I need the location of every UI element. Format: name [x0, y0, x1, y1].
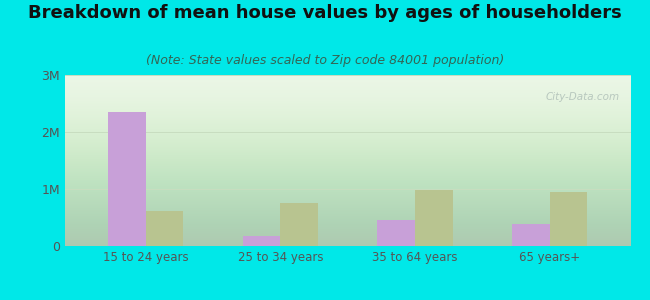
- Text: (Note: State values scaled to Zip code 84001 population): (Note: State values scaled to Zip code 8…: [146, 54, 504, 67]
- Bar: [415, 190, 453, 246]
- Bar: [512, 224, 550, 246]
- Bar: [108, 112, 146, 246]
- Text: Breakdown of mean house values by ages of householders: Breakdown of mean house values by ages o…: [28, 4, 622, 22]
- Bar: [242, 236, 280, 246]
- Bar: [280, 203, 318, 246]
- Bar: [378, 220, 415, 246]
- Text: City-Data.com: City-Data.com: [545, 92, 619, 102]
- Bar: [146, 211, 183, 246]
- Bar: [550, 192, 588, 246]
